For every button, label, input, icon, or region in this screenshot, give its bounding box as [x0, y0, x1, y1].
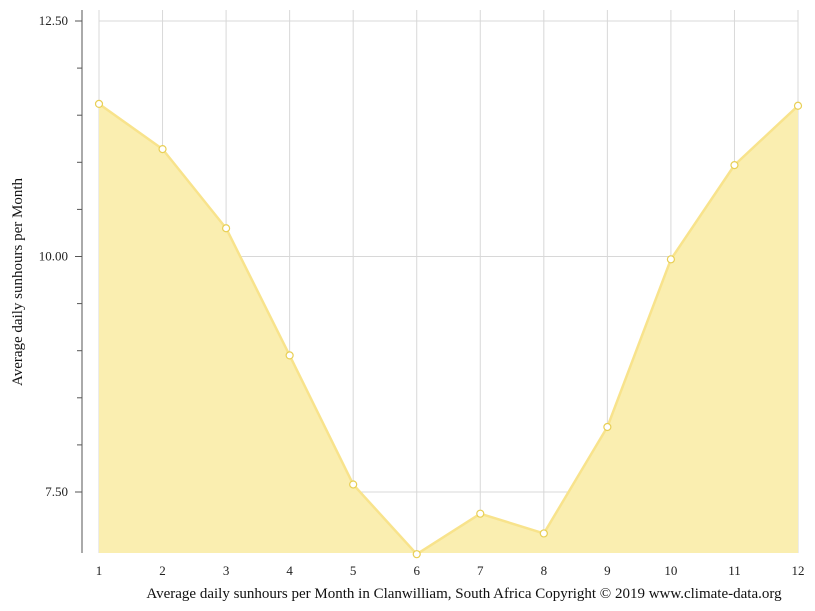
data-point	[730, 161, 739, 170]
data-point	[539, 529, 548, 538]
x-tick-label: 12	[792, 563, 805, 578]
data-point	[94, 99, 104, 108]
x-tick-label: 2	[159, 563, 166, 578]
data-point	[666, 255, 676, 264]
y-tick-label: 7.50	[45, 484, 68, 499]
x-tick-label: 8	[541, 563, 548, 578]
data-point	[349, 480, 358, 489]
data-markers	[94, 99, 803, 559]
x-tick-label: 9	[604, 563, 611, 578]
data-point	[221, 224, 231, 233]
x-tick-label: 5	[350, 563, 357, 578]
y-tick-label: 12.50	[39, 13, 68, 28]
chart-caption: Average daily sunhours per Month in Clan…	[146, 586, 782, 602]
axes	[75, 10, 83, 553]
x-tick-label: 6	[413, 563, 420, 578]
data-point	[158, 145, 167, 154]
x-tick-label: 10	[664, 563, 677, 578]
x-tick-label: 4	[286, 563, 293, 578]
data-point	[412, 550, 421, 559]
x-tick-label: 3	[223, 563, 230, 578]
x-tick-label: 11	[728, 563, 741, 578]
series-line	[98, 102, 799, 556]
area-fill	[99, 103, 798, 555]
x-tick-label: 1	[96, 563, 103, 578]
data-point	[603, 422, 612, 432]
area-series	[98, 102, 799, 556]
data-point	[793, 101, 803, 110]
data-point	[285, 351, 294, 360]
y-tick-label: 10.00	[39, 249, 68, 264]
x-tick-label: 7	[477, 563, 484, 578]
y-axis-title: Average daily sunhours per Month	[10, 178, 26, 387]
data-point	[476, 509, 485, 518]
